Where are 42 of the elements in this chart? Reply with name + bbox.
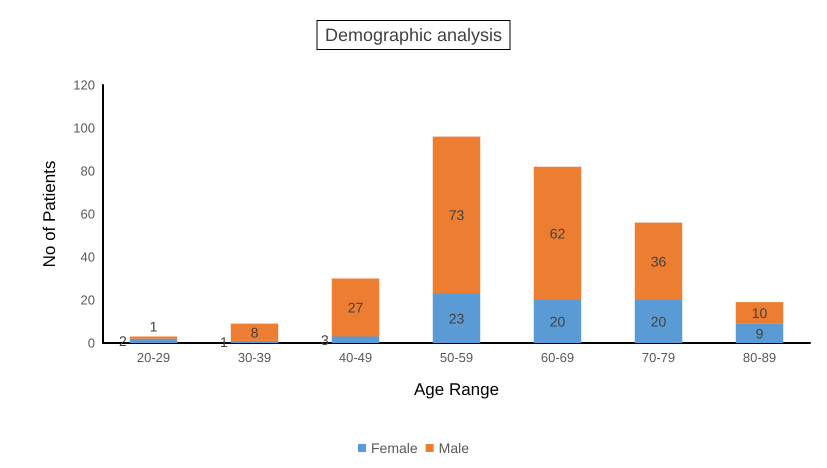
data-label: 62: [550, 225, 566, 242]
bar: [130, 338, 178, 343]
x-tick-label: 20-29: [136, 350, 170, 365]
bar: [634, 300, 682, 343]
y-tick-label: 120: [73, 78, 95, 92]
y-tick-label: 20: [80, 292, 95, 308]
bar: [432, 294, 480, 343]
legend-label: Female: [370, 440, 418, 456]
x-tick-label: 60-69: [540, 350, 574, 365]
y-tick-label: 100: [73, 120, 95, 136]
bar: [332, 336, 380, 343]
data-label: 27: [348, 300, 364, 316]
x-tick-label: 30-39: [238, 350, 272, 365]
x-tick-label: 80-89: [742, 350, 776, 365]
data-label: 20: [650, 314, 666, 330]
y-axis-title: No of Patients: [40, 160, 59, 268]
bar: [634, 222, 682, 300]
data-label: 23: [448, 310, 464, 326]
x-axis-title: Age Range: [414, 380, 500, 399]
y-tick-label: 0: [88, 336, 95, 350]
data-label: 9: [756, 325, 764, 342]
bar: [534, 300, 582, 343]
y-tick-label: 60: [80, 206, 95, 222]
data-label: 73: [448, 207, 464, 224]
y-tick-label: 40: [80, 250, 95, 264]
x-tick-label: 70-79: [642, 350, 676, 365]
data-label: 20: [550, 314, 566, 330]
y-tick-label: 80: [80, 164, 95, 178]
data-label: 1: [150, 318, 158, 335]
bar: [230, 324, 278, 341]
x-tick-label: 50-59: [440, 350, 474, 365]
data-label: 36: [650, 253, 666, 270]
chart-title: Demographic analysis: [324, 25, 502, 45]
bar: [736, 302, 784, 324]
legend-label: Male: [438, 440, 470, 456]
bar: [534, 166, 582, 300]
data-label: 8: [250, 324, 259, 340]
x-tick-label: 40-49: [338, 350, 372, 365]
bar: [736, 324, 784, 343]
bar: [432, 136, 480, 294]
data-label: 10: [752, 304, 768, 321]
bar: [332, 278, 380, 337]
